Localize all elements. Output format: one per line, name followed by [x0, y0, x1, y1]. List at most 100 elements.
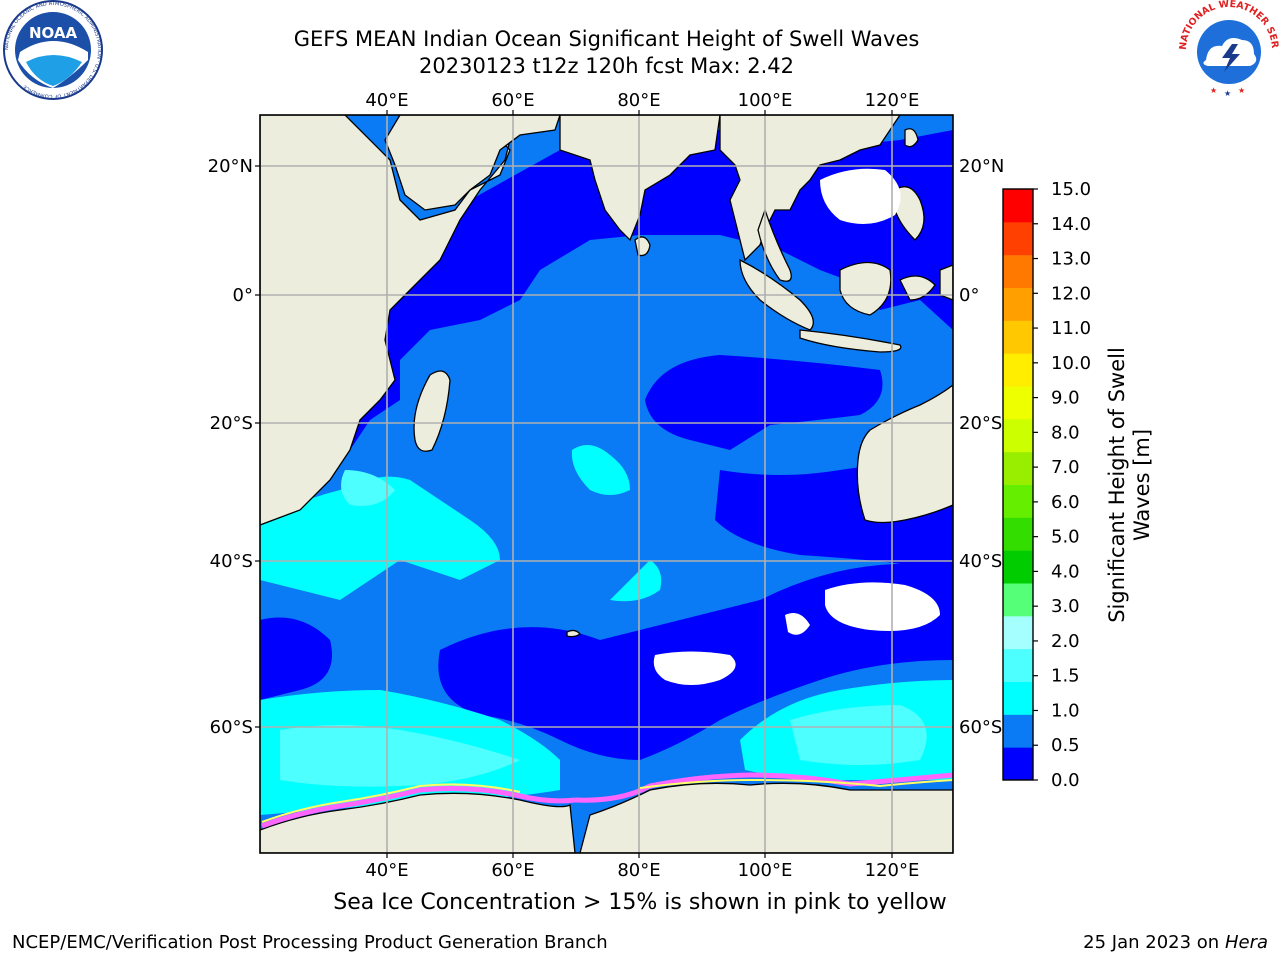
colorbar-tick-label: 11.0: [1051, 318, 1091, 339]
low-swell-west-pocket: [260, 617, 332, 700]
colorbar: 0.0 0.5 1.0 1.5 2.0 3.0 4.0 5.0 6.0 7.0 8.0 9.0 10.0…: [1003, 179, 1091, 791]
noaa-logo: NATIONAL OCEANIC AND ATMOSPHERIC ADMINIS…: [3, 0, 103, 100]
noaa-logo-text: NOAA: [29, 24, 78, 42]
colorbar-swatch: [1003, 583, 1033, 617]
colorbar-tick-label: 8.0: [1051, 422, 1080, 443]
india: [559, 115, 721, 242]
lat-label-right: 60°S: [959, 717, 1002, 738]
colorbar-frame: [1002, 188, 1034, 781]
java: [799, 329, 902, 353]
colorbar-swatch: [1003, 484, 1033, 518]
borneo: [839, 261, 892, 316]
lat-label-right: 20°S: [959, 413, 1002, 434]
new-guinea: [939, 264, 953, 301]
lat-label-right: 0°: [959, 285, 979, 306]
svg-text:★: ★: [1238, 86, 1245, 95]
masked-south-china-sea: [820, 168, 901, 224]
swell-light-southwest: [341, 470, 395, 506]
lon-label-top: 80°E: [617, 90, 660, 111]
colorbar-tick-label: 9.0: [1051, 388, 1080, 409]
colorbar-tick-label: 3.0: [1051, 596, 1080, 617]
lon-label-top: 100°E: [738, 90, 793, 111]
footer-date-text: 25 Jan 2023 on: [1083, 932, 1225, 953]
colorbar-swatch: [1003, 254, 1033, 288]
lat-label-right: 40°S: [959, 551, 1002, 572]
footer-host: Hera: [1224, 932, 1268, 953]
colorbar-swatch: [1003, 418, 1033, 453]
colorbar-label: Significant Height of Swell Waves [m]: [1105, 347, 1155, 623]
footer-date: 25 Jan 2023 on Hera: [1083, 932, 1268, 953]
lat-label-left: 20°N: [208, 156, 253, 177]
lon-label-bottom: 80°E: [617, 860, 660, 881]
lat-label-left: 60°S: [210, 717, 253, 738]
lat-label-left: 20°S: [210, 413, 253, 434]
sri-lanka: [634, 236, 651, 257]
lon-label-bottom: 40°E: [365, 860, 408, 881]
masked-east-1: [825, 582, 940, 631]
colorbar-swatch: [1003, 451, 1033, 485]
colorbar-swatch: [1003, 353, 1033, 387]
colorbar-swatch: [1003, 550, 1033, 584]
low-swell-east-pocket: [645, 355, 883, 450]
taiwan: [904, 128, 919, 148]
colorbar-tick-label: 13.0: [1051, 249, 1091, 270]
colorbar-swatch: [1003, 517, 1033, 551]
swell-cyan-mid: [610, 560, 662, 602]
colorbar-swatch: [1003, 681, 1033, 715]
colorbar-label-line2: Waves [m]: [1130, 428, 1154, 542]
sulawesi: [899, 275, 936, 301]
philippines: [894, 186, 925, 241]
australia: [856, 384, 953, 524]
arabia: [384, 115, 561, 211]
colorbar-tick-label: 1.5: [1051, 666, 1080, 687]
antarctica-east: [579, 782, 953, 853]
colorbar-tick-label: 0.0: [1051, 770, 1080, 791]
sea-ice-west-yellow: [261, 783, 521, 823]
colorbar-swatch: [1003, 648, 1033, 682]
colorbar-tick-label: 10.0: [1051, 353, 1091, 374]
colorbar-swatch: [1003, 615, 1033, 650]
colorbar-tick-label: 7.0: [1051, 457, 1080, 478]
chart-subtitle: 20230123 t12z 120h fcst Max: 2.42: [419, 54, 794, 78]
lon-label-top: 60°E: [491, 90, 534, 111]
lat-label-right: 20°N: [959, 156, 1004, 177]
colorbar-tick-label: 14.0: [1051, 214, 1091, 235]
svg-text:★: ★: [1224, 89, 1231, 98]
sea-ice-note: Sea Ice Concentration > 15% is shown in …: [333, 890, 947, 915]
lon-label-bottom: 120°E: [865, 860, 920, 881]
map-frame: [259, 114, 954, 854]
map-grid: [260, 115, 953, 853]
lon-label-bottom: 60°E: [491, 860, 534, 881]
svg-text:★: ★: [1210, 86, 1217, 95]
lat-label-left: 0°: [233, 285, 253, 306]
colorbar-tick-label: 1.0: [1051, 700, 1080, 721]
colorbar-swatch: [1003, 221, 1033, 256]
masked-areas: [653, 168, 940, 685]
masked-east-2: [653, 651, 736, 685]
colorbar-tick-label: 5.0: [1051, 527, 1080, 548]
sea-ice-west: [261, 785, 576, 829]
colorbar-label-line1: Significant Height of Swell: [1105, 347, 1129, 623]
colorbar-swatch: [1003, 320, 1033, 354]
swell-cyan-central: [571, 445, 630, 495]
lon-label-bottom: 100°E: [738, 860, 793, 881]
colorbar-tick-label: 6.0: [1051, 492, 1080, 513]
colorbar-tick-label: 0.5: [1051, 735, 1080, 756]
lon-label-top: 40°E: [365, 90, 408, 111]
colorbar-swatch: [1003, 747, 1033, 781]
colorbar-tick-label: 4.0: [1051, 561, 1080, 582]
colorbar-tick-label: 15.0: [1051, 179, 1091, 200]
colorbar-swatch: [1003, 189, 1033, 223]
colorbar-tick-label: 12.0: [1051, 283, 1091, 304]
lat-label-left: 40°S: [210, 551, 253, 572]
swell-cyan-southwest: [260, 476, 500, 600]
colorbar-swatch: [1003, 287, 1033, 321]
kerguelen: [566, 629, 581, 638]
madagascar: [413, 370, 451, 452]
antarctica: [260, 792, 576, 853]
colorbar-swatch: [1003, 386, 1033, 420]
lon-label-top: 120°E: [865, 90, 920, 111]
chart-title: GEFS MEAN Indian Ocean Significant Heigh…: [293, 27, 920, 51]
nws-logo: NATIONAL WEATHER SERVICE ★ ★ ★: [1178, 0, 1280, 98]
